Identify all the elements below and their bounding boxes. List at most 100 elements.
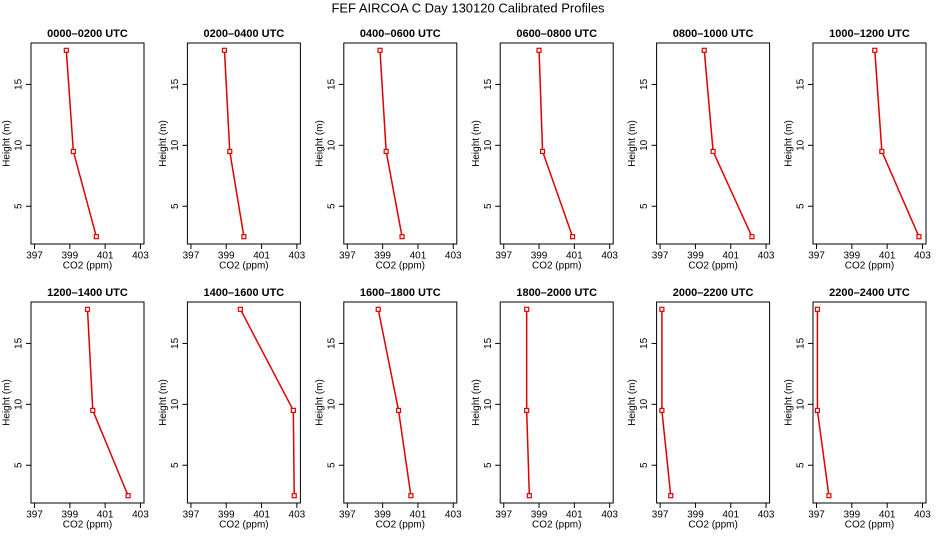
y-axis-label: Height (m) xyxy=(471,379,482,426)
x-axis-label: CO2 (ppm) xyxy=(532,520,581,531)
x-tick-label: 403 xyxy=(445,251,462,262)
data-point xyxy=(524,407,530,414)
profile-line xyxy=(703,50,753,238)
panel-title: 0800–1000 UTC xyxy=(673,28,754,40)
data-point xyxy=(710,148,716,155)
x-tick-label: 397 xyxy=(339,251,356,262)
x-axis-label: CO2 (ppm) xyxy=(63,261,112,272)
x-tick-label: 401 xyxy=(253,510,270,521)
y-tick-label: 5 xyxy=(14,462,25,468)
y-tick-label: 10 xyxy=(796,398,807,410)
x-tick-label: 401 xyxy=(566,510,583,521)
page-title: FEF AIRCOA C Day 130120 Calibrated Profi… xyxy=(331,0,605,15)
data-point xyxy=(524,306,530,312)
y-tick-label: 15 xyxy=(639,337,650,349)
panel-title: 1800–2000 UTC xyxy=(516,287,597,299)
x-axis-label: CO2 (ppm) xyxy=(376,520,425,531)
y-tick-label: 5 xyxy=(14,203,25,209)
plot-frame xyxy=(656,42,771,245)
y-tick-label: 5 xyxy=(326,203,337,209)
panel-title: 1400–1600 UTC xyxy=(204,287,285,299)
x-tick-label: 399 xyxy=(844,251,861,262)
x-tick-label: 399 xyxy=(687,510,704,521)
x-axis-label: CO2 (ppm) xyxy=(688,261,737,272)
data-point xyxy=(93,234,99,240)
x-tick-label: 399 xyxy=(62,251,79,262)
x-tick-label: 403 xyxy=(289,251,306,262)
plot-frame xyxy=(186,42,301,245)
profile-line xyxy=(86,309,129,496)
x-tick-label: 403 xyxy=(132,251,149,262)
data-point xyxy=(668,493,674,499)
plot-frame xyxy=(499,301,614,504)
data-point xyxy=(879,148,885,155)
data-point xyxy=(70,148,76,155)
y-tick-label: 5 xyxy=(639,203,650,209)
data-point xyxy=(814,306,821,312)
x-tick-label: 399 xyxy=(374,251,391,262)
data-point xyxy=(125,493,131,499)
x-tick-label: 399 xyxy=(62,510,79,521)
x-axis-label: CO2 (ppm) xyxy=(219,261,268,272)
panel-title: 1000–1200 UTC xyxy=(829,28,910,40)
x-axis-label: CO2 (ppm) xyxy=(845,520,894,531)
y-tick-label: 10 xyxy=(14,398,25,410)
panel-title: 0000–0200 UTC xyxy=(47,28,128,40)
x-tick-label: 397 xyxy=(652,251,669,262)
y-tick-label: 15 xyxy=(483,337,494,349)
data-point xyxy=(659,306,665,312)
x-tick-label: 399 xyxy=(531,251,548,262)
profile-line xyxy=(379,50,403,237)
data-point xyxy=(701,47,707,53)
y-tick-label: 5 xyxy=(170,462,181,468)
x-tick-label: 397 xyxy=(26,251,43,262)
y-axis-label: Height (m) xyxy=(2,120,13,167)
y-tick-label: 10 xyxy=(483,139,494,151)
data-point xyxy=(63,47,69,53)
x-tick-label: 397 xyxy=(495,510,512,521)
profile-line xyxy=(661,309,672,496)
y-tick-label: 10 xyxy=(14,139,25,151)
x-tick-label: 397 xyxy=(26,510,43,521)
x-tick-label: 397 xyxy=(808,510,825,521)
data-point xyxy=(90,407,96,414)
x-tick-label: 403 xyxy=(914,510,931,521)
x-tick-label: 397 xyxy=(183,251,200,262)
y-axis-label: Height (m) xyxy=(2,379,13,426)
x-tick-label: 403 xyxy=(445,510,462,521)
y-axis-label: Height (m) xyxy=(784,379,795,426)
data-point xyxy=(408,493,414,499)
y-axis-label: Height (m) xyxy=(314,379,325,426)
profile-line xyxy=(816,309,830,496)
plot-frame xyxy=(656,301,771,504)
data-point xyxy=(395,407,402,414)
y-axis-label: Height (m) xyxy=(627,379,638,426)
y-tick-label: 5 xyxy=(326,462,337,468)
profile-line xyxy=(525,309,531,496)
y-tick-label: 10 xyxy=(326,139,337,151)
data-point xyxy=(291,493,297,499)
x-axis-label: CO2 (ppm) xyxy=(376,261,425,272)
profile-line xyxy=(65,50,98,237)
data-point xyxy=(539,148,546,155)
x-tick-label: 403 xyxy=(914,251,931,262)
y-axis-label: Height (m) xyxy=(158,120,169,167)
x-tick-label: 401 xyxy=(97,251,114,262)
profile-line xyxy=(538,50,574,237)
plot-frame xyxy=(343,42,458,245)
x-tick-label: 401 xyxy=(410,251,427,262)
x-tick-label: 399 xyxy=(218,251,235,262)
x-axis-label: CO2 (ppm) xyxy=(688,520,737,531)
y-tick-label: 15 xyxy=(14,337,25,349)
y-tick-label: 15 xyxy=(326,78,337,90)
x-tick-label: 399 xyxy=(531,510,548,521)
data-point xyxy=(826,493,832,499)
panel-title: 0200–0400 UTC xyxy=(204,28,285,40)
data-point xyxy=(227,148,233,155)
y-axis-label: Height (m) xyxy=(627,120,638,167)
x-tick-label: 401 xyxy=(722,510,739,521)
plot-frame xyxy=(30,301,145,504)
profile-line xyxy=(874,50,920,237)
data-point xyxy=(569,234,576,240)
